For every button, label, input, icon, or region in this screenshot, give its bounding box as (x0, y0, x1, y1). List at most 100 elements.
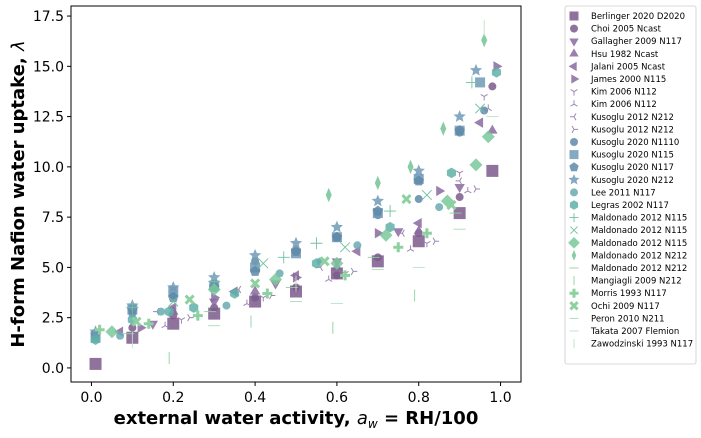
legend-label: Ochi 2009 N117 (591, 302, 660, 312)
data-point (249, 265, 261, 276)
legend-marker (570, 226, 578, 235)
data-point (385, 221, 395, 233)
legend-item: Morris 1993 N117 (569, 288, 667, 299)
legend-label: Hsu 1982 Ncast (591, 50, 659, 60)
legend-label: Berlinger 2020 D2020 (591, 12, 685, 22)
data-point (491, 67, 501, 78)
data-point (374, 228, 384, 239)
data-point (421, 189, 433, 201)
legend-marker (568, 173, 580, 185)
data-point (423, 240, 431, 248)
legend-item: Maldonado 2012 N115 (570, 226, 687, 236)
data-point (143, 318, 154, 329)
data-point (412, 217, 422, 229)
data-point (474, 103, 486, 114)
legend-label: Choi 2005 Ncast (591, 25, 662, 35)
legend-label: Zawodzinski 1993 N117 (591, 340, 693, 350)
data-point (105, 325, 119, 339)
series-27-zawodzinski-1993-n117 (131, 20, 485, 348)
x-tick-label: 0.2 (162, 390, 184, 406)
data-point (435, 203, 444, 212)
legend-marker (569, 48, 579, 57)
x-axis-title-main: external water activity, (114, 408, 357, 429)
legend-label: Gallagher 2009 N117 (591, 37, 682, 47)
data-point (330, 256, 344, 270)
data-point (372, 205, 384, 216)
legend: Berlinger 2020 D2020 Choi 2005 Ncast Galla… (564, 5, 697, 365)
legend-label: Kusoglu 2020 N212 (591, 176, 674, 186)
data-point (157, 307, 165, 316)
data-point (210, 303, 219, 312)
y-tick-label: 5.0 (42, 260, 64, 276)
legend-label: Maldonado 2012 N115 (591, 214, 687, 224)
legend-label: Kim 2006 N112 (591, 100, 657, 110)
legend-item: Kusoglu 2020 N1110 (570, 138, 679, 148)
legend-item: Maldonado 2012 N115 (568, 236, 687, 249)
data-point (446, 167, 456, 179)
legend-item: Hsu 1982 Ncast (569, 48, 659, 60)
x-tick-label: 0.6 (326, 390, 348, 406)
data-point (248, 248, 262, 261)
data-point (258, 258, 269, 269)
x-tick-label: 0.8 (408, 390, 430, 406)
legend-label: Kusoglu 2020 N1110 (591, 138, 679, 148)
y-tick-label: 0.0 (42, 361, 64, 377)
data-point (421, 228, 432, 239)
data-point (277, 251, 290, 264)
data-point (393, 242, 404, 253)
legend-label: Peron 2010 N211 (591, 314, 665, 324)
data-point (464, 186, 472, 194)
legend-label: Maldonado 2012 N212 (591, 251, 687, 261)
legend-label: Kusoglu 2020 N115 (591, 151, 674, 161)
series-19-maldonado-2012-n115 (105, 130, 495, 339)
plot-area-frame (70, 5, 522, 383)
data-point (401, 193, 412, 205)
x-tick-label: 0.0 (80, 390, 102, 406)
data-point (454, 125, 465, 136)
data-point (131, 316, 142, 327)
data-point (486, 164, 499, 177)
legend-item: Berlinger 2020 D2020 (569, 11, 685, 22)
legend-marker (569, 38, 579, 47)
series-25-peron-2010-n211 (208, 228, 466, 327)
data-point (89, 357, 102, 370)
data-point (481, 32, 488, 48)
data-point (293, 272, 302, 283)
data-point (325, 275, 333, 282)
data-point (167, 281, 180, 293)
data-point (161, 321, 169, 329)
data-point (177, 317, 186, 324)
data-point (339, 242, 351, 253)
y-tick-label: 7.5 (42, 210, 64, 226)
data-point (412, 164, 425, 177)
legend-marker (569, 150, 579, 160)
legend-marker (571, 125, 578, 134)
legend-label: Maldonado 2012 N115 (591, 226, 687, 236)
y-tick-label: 10.0 (33, 160, 64, 176)
data-point (469, 158, 483, 172)
legend-label: Kusoglu 2012 N212 (591, 125, 674, 135)
legend-item: Kusoglu 2020 N117 (569, 162, 674, 173)
data-point (289, 236, 303, 249)
x-axis-title-rest: = RH/100 (378, 408, 479, 429)
data-point (446, 199, 457, 211)
data-point (488, 82, 497, 91)
legend-marker (569, 301, 579, 311)
legend-item: Kusoglu 2020 N212 (568, 173, 674, 186)
legend-item: Choi 2005 Ncast (570, 24, 662, 35)
data-point (167, 317, 180, 330)
legend-label: Kusoglu 2020 N117 (591, 163, 674, 173)
data-point (290, 245, 302, 256)
legend-item: Mangiagli 2009 N212 (573, 276, 682, 287)
legend-marker (570, 100, 578, 107)
legend-marker (570, 89, 578, 96)
data-point (353, 241, 362, 250)
legend-item: James 2000 N115 (571, 74, 666, 85)
series-10-kusoglu-2012-n212 (187, 185, 480, 322)
data-point (473, 185, 480, 193)
legend-marker (570, 24, 578, 33)
data-point (379, 228, 393, 242)
x-axis-title: external water activity, aw = RH/100 (114, 408, 479, 431)
data-point (371, 194, 384, 207)
